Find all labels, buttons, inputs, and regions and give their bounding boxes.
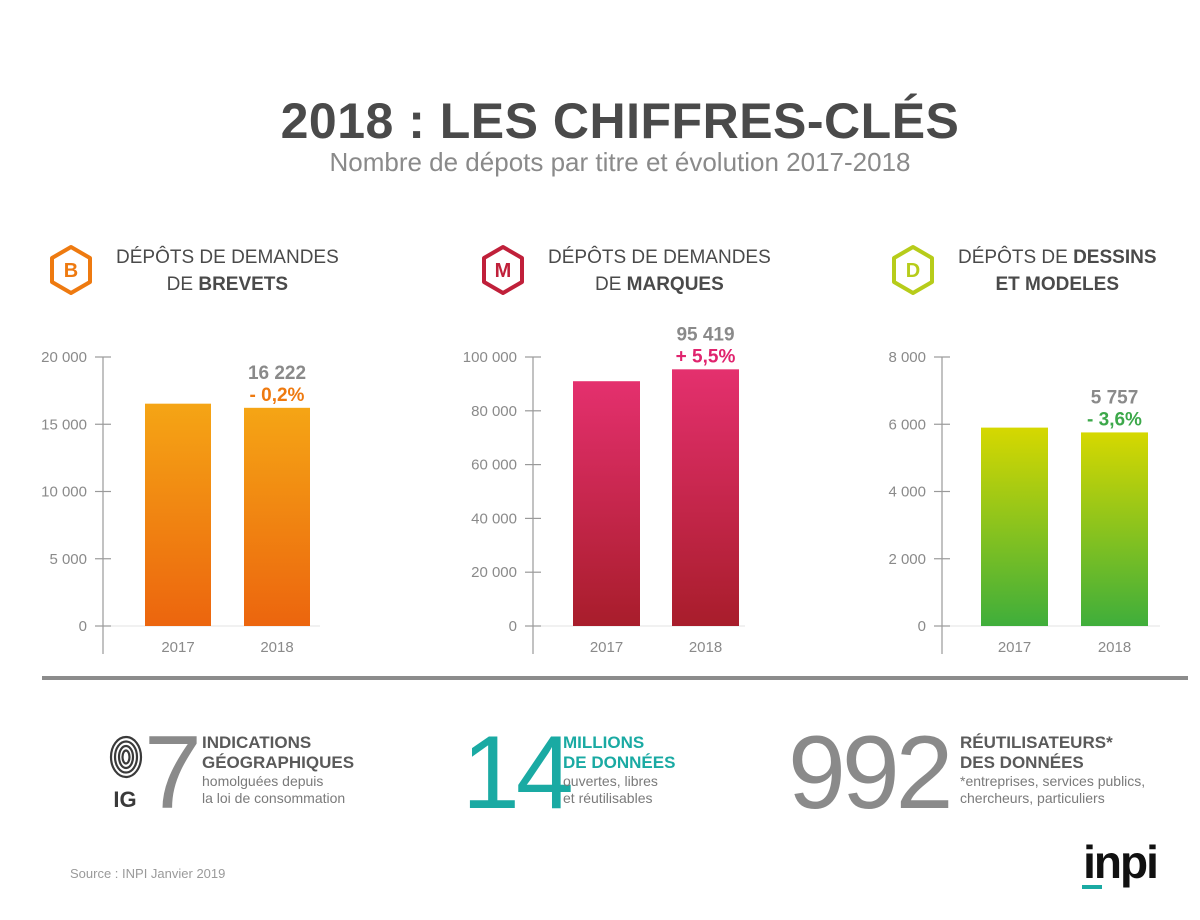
hexagon-letter: M [495, 260, 512, 282]
section-line1: DÉPÔTS DE DEMANDES [548, 247, 771, 268]
chart-2: 0 2 000 4 000 6 000 8 000 2017 2018 5 757- 3,6% [888, 349, 1160, 656]
stat-label2: DES DONNÉES [960, 753, 1084, 772]
stat-text: INDICATIONS GÉOGRAPHIQUES homolguées dep… [202, 733, 354, 807]
section-header-marques: M DÉPÔTS DE DEMANDES DE MARQUES [480, 244, 771, 298]
change-label: - 0,2% [250, 385, 305, 406]
section-header-brevets: B DÉPÔTS DE DEMANDES DE BREVETS [48, 244, 339, 298]
y-tick-label: 6 000 [888, 416, 926, 433]
x-tick-label: 2018 [260, 639, 293, 656]
logo-accent-bar [1082, 885, 1102, 889]
hexagon-letter: B [64, 260, 78, 282]
y-tick-label: 20 000 [41, 349, 87, 366]
section-title-brevets: DÉPÔTS DE DEMANDES DE BREVETS [116, 244, 339, 298]
stat-desc2: la loi de consommation [202, 790, 346, 806]
hexagon-m-icon: M [482, 245, 524, 295]
section-line2-bold: MARQUES [626, 274, 724, 295]
inpi-logo: inpi [1082, 838, 1159, 889]
stat-label2: DE DONNÉES [563, 753, 676, 772]
y-tick-label: 15 000 [41, 416, 87, 433]
x-tick-label: 2017 [590, 639, 623, 656]
y-tick-label: 2 000 [888, 551, 926, 568]
stat-desc2: et réutilisables [563, 790, 653, 806]
stat-label1: INDICATIONS [202, 733, 312, 752]
stat-text: MILLIONS DE DONNÉES ouvertes, libres et … [563, 733, 675, 807]
ig-badge: IG [113, 787, 136, 809]
change-label: + 5,5% [676, 346, 736, 367]
section-line1-prefix: DÉPÔTS DE [958, 247, 1074, 268]
chart-1: 0 20 000 40 000 60 000 80 000 100 000 2017 2018… [463, 324, 745, 656]
source-note: Source : INPI Janvier 2019 [70, 866, 226, 881]
x-tick-label: 2017 [161, 639, 194, 656]
value-label: 95 419 [676, 324, 734, 345]
stat-number: 992 [788, 715, 954, 831]
y-tick-label: 0 [79, 618, 87, 635]
y-tick-label: 20 000 [471, 564, 517, 581]
section-title-dessins: DÉPÔTS DE DESSINS ET MODELES [958, 244, 1157, 298]
section-line1: DÉPÔTS DE DEMANDES [116, 247, 339, 268]
y-tick-label: 0 [509, 618, 517, 635]
y-tick-label: 60 000 [471, 457, 517, 474]
section-line2-bold: ET MODELES [995, 274, 1119, 295]
y-tick-label: 40 000 [471, 510, 517, 527]
value-label: 16 222 [248, 363, 306, 384]
section-divider [42, 676, 1188, 680]
section-line1: DÉPÔTS DE DESSINS [958, 244, 1157, 271]
bar-2018 [244, 407, 310, 626]
y-tick-label: 80 000 [471, 403, 517, 420]
logo-text: inpi [1083, 838, 1157, 888]
stat-desc2: chercheurs, particuliers [960, 790, 1105, 806]
y-tick-label: 100 000 [463, 349, 517, 366]
change-label: - 3,6% [1087, 409, 1142, 430]
stat-desc1: ouvertes, libres [563, 773, 658, 789]
y-tick-label: 0 [918, 618, 926, 635]
bar-2017 [145, 403, 211, 626]
x-tick-label: 2017 [998, 639, 1031, 656]
value-label: 5 757 [1091, 387, 1139, 408]
stat-label2: GÉOGRAPHIQUES [202, 753, 355, 772]
section-line2-prefix: DE [166, 274, 199, 295]
bar-2018 [672, 369, 739, 626]
section-line1-bold: DESSINS [1073, 247, 1157, 268]
x-tick-label: 2018 [1098, 639, 1131, 656]
section-line2-bold: BREVETS [198, 274, 289, 295]
section-line2-prefix: DE [594, 274, 627, 295]
stat-desc1: homolguées depuis [202, 773, 324, 789]
y-tick-label: 8 000 [888, 349, 926, 366]
bar-2018 [1081, 432, 1148, 626]
page-subtitle: Nombre de dépots par titre et évolution … [329, 147, 911, 177]
stat-desc1: *entreprises, services publics, [960, 773, 1146, 789]
stat-number: 14 [462, 715, 574, 831]
chart-0: 0 5 000 10 000 15 000 20 000 2017 2018 16 222- … [41, 349, 320, 656]
hexagon-b-icon: B [50, 245, 92, 295]
page-title: 2018 : LES CHIFFRES-CLÉS [280, 93, 960, 149]
y-tick-label: 10 000 [41, 484, 87, 501]
stat-text: RÉUTILISATEURS* DES DONNÉES *entreprises… [960, 733, 1145, 807]
stat-label1: RÉUTILISATEURS* [960, 733, 1113, 752]
x-tick-label: 2018 [689, 639, 722, 656]
stat-label1: MILLIONS [563, 733, 645, 752]
bar-2017 [981, 427, 1048, 626]
y-tick-label: 4 000 [888, 484, 926, 501]
section-line2: ET MODELES [958, 271, 1157, 298]
hexagon-letter: D [906, 260, 920, 282]
section-line2: DE MARQUES [548, 271, 771, 298]
y-tick-label: 5 000 [49, 551, 87, 568]
fingerprint-icon: IG [109, 735, 143, 809]
section-title-marques: DÉPÔTS DE DEMANDES DE MARQUES [548, 244, 771, 298]
hexagon-d-icon: D [892, 245, 934, 295]
section-line2: DE BREVETS [116, 271, 339, 298]
section-header-dessins: D DÉPÔTS DE DESSINS ET MODELES [890, 244, 1157, 298]
stat-number: 7 [144, 715, 202, 831]
bar-2017 [573, 381, 640, 626]
